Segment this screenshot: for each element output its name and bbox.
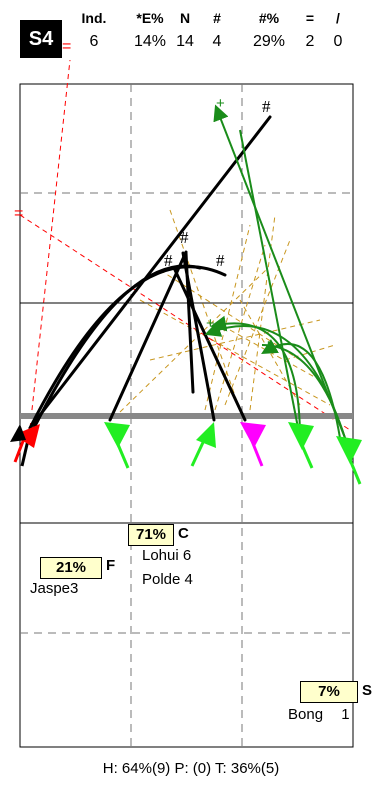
- stat-header-n: N: [179, 10, 191, 26]
- zone-s-percent: 7%: [300, 681, 358, 703]
- hash-marker: #: [180, 228, 189, 247]
- stat-value-ind: 6: [89, 33, 99, 50]
- equals-marker: =: [62, 38, 71, 55]
- green-start-arrow: [336, 436, 362, 485]
- hash-marker: #: [262, 97, 271, 116]
- green-start-arrow: [190, 422, 216, 467]
- stat-header-hash: #: [213, 10, 221, 26]
- net: [20, 413, 353, 419]
- plus-marker: +: [206, 315, 215, 332]
- player-name: Polde: [142, 571, 181, 588]
- player-count: 3: [70, 580, 79, 597]
- stat-value-n: 14: [176, 33, 194, 50]
- zone-c-letter: C: [178, 525, 189, 542]
- zone-c-percent: 71%: [128, 524, 174, 546]
- zone-f-letter: F: [106, 557, 116, 574]
- player-count: 4: [184, 571, 193, 588]
- attack-trajectories: [28, 115, 272, 430]
- player-polde: Polde 4: [142, 571, 193, 588]
- player-jaspe: Jaspe3: [30, 580, 78, 597]
- hash-marker: #: [216, 251, 225, 270]
- stat-value-slash: 0: [333, 33, 343, 50]
- rotation-badge: S4: [20, 20, 62, 58]
- zone-s-letter: S: [362, 682, 373, 699]
- stat-header-ind: Ind.: [81, 10, 107, 26]
- player-name: Lohui: [142, 547, 179, 564]
- player-name: Bong: [288, 706, 324, 723]
- stat-header-equals: =: [305, 10, 315, 26]
- summary-footer: H: 64%(9) P: (0) T: 36%(5): [102, 760, 280, 777]
- plus-marker: +: [216, 95, 225, 112]
- hash-marker: #: [164, 251, 173, 270]
- stat-value-hash-pct: 29%: [252, 33, 286, 50]
- magenta-start-arrow: [240, 422, 266, 467]
- player-bong: Bong 1: [288, 706, 350, 723]
- error-trajectories: [19, 59, 351, 431]
- stat-header-e-pct: *E%: [136, 10, 164, 26]
- green-trajectories: [204, 104, 346, 439]
- stat-value-equals: 2: [305, 33, 315, 50]
- player-lohui: Lohui 6: [142, 547, 191, 564]
- stat-value-hash: 4: [212, 33, 222, 50]
- player-count: 6: [182, 547, 192, 564]
- player-count: 1: [341, 706, 350, 723]
- equals-marker: =: [14, 205, 23, 222]
- green-start-arrow: [288, 422, 314, 469]
- player-name: Jaspe: [30, 580, 71, 597]
- green-start-arrow: [104, 422, 130, 469]
- stat-header-hash-pct: #%: [258, 10, 280, 26]
- plus-marker: +: [264, 337, 273, 354]
- stat-value-e-pct: 14%: [133, 33, 167, 50]
- zone-f-percent: 21%: [40, 557, 102, 579]
- stat-header-slash: /: [336, 10, 340, 26]
- red-start-arrow: [10, 424, 40, 467]
